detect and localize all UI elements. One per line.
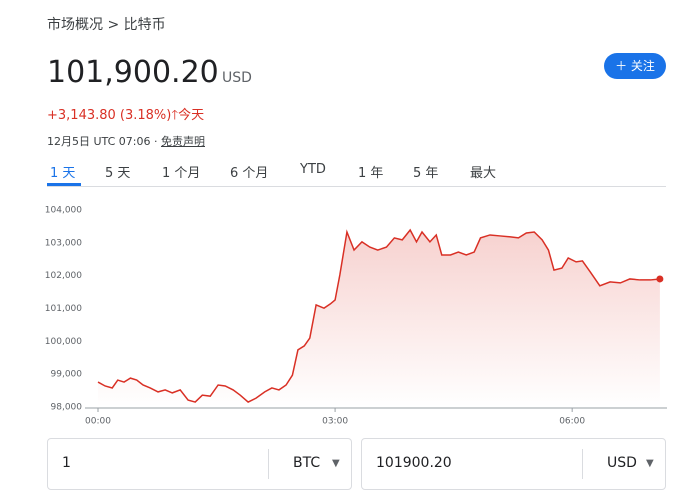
disclaimer[interactable]: 免责声明 <box>161 135 205 148</box>
tab[interactable]: 1 天 <box>50 166 76 181</box>
x-tick-label: 06:00 <box>559 417 585 427</box>
arrow: 🡑 <box>171 108 179 123</box>
result-box[interactable]: 101900.20 USD ▼ <box>361 438 666 490</box>
dropdown[interactable]: ▼ <box>332 458 340 469</box>
breadcrumb[interactable]: 市场概况 > 比特币 <box>47 17 166 33</box>
result[interactable]: 101900.20 <box>376 455 452 471</box>
tab[interactable]: 5 天 <box>105 166 131 181</box>
follow-button[interactable]: ＋ 关注 <box>604 53 666 79</box>
from-unit[interactable]: BTC <box>293 455 321 471</box>
y-tick-label: 98,000 <box>51 403 83 413</box>
y-tick-label: 99,000 <box>51 370 83 380</box>
tab[interactable]: YTD <box>300 162 326 177</box>
tab[interactable]: 6 个月 <box>230 166 269 181</box>
x-tick-label: 00:00 <box>85 417 111 427</box>
timestamp: 12月5日 UTC 07:06 · 免责声明 <box>47 133 205 149</box>
currency: USD <box>222 70 252 86</box>
tab-underline <box>47 183 81 186</box>
y-tick-label: 102,000 <box>45 271 82 281</box>
follow-label: 关注 <box>630 59 655 73</box>
y-tick-label: 101,000 <box>45 304 82 314</box>
price-line <box>97 228 660 403</box>
time: 12月5日 UTC 07:06 · <box>47 135 158 148</box>
y-tick-label: 100,000 <box>45 337 82 347</box>
change: +3,143.80 (3.18%)🡑今天 <box>47 104 204 128</box>
tab[interactable]: 1 个月 <box>162 166 201 181</box>
to-unit[interactable]: USD <box>607 455 637 471</box>
amount-box[interactable]: 1 BTC ▼ <box>47 438 352 490</box>
tab[interactable]: 1 年 <box>358 166 384 181</box>
tab[interactable]: 5 年 <box>413 166 439 181</box>
tab-divider <box>47 186 666 187</box>
dropdown[interactable]: ▼ <box>646 458 654 469</box>
amount[interactable]: 1 <box>62 455 71 471</box>
y-tick-label: 103,000 <box>45 238 82 248</box>
area-fill <box>98 230 660 407</box>
change-text: +3,143.80 (3.18%) <box>47 108 172 123</box>
price: 101,900.20 <box>47 55 219 90</box>
y-tick-label: 104,000 <box>45 206 82 216</box>
chart: 98,000 99,000 100,000 101,000 102,000 103,000… <box>45 206 667 427</box>
divider <box>268 449 269 479</box>
x-tick-label: 03:00 <box>322 417 348 427</box>
divider <box>582 449 583 479</box>
last-point <box>656 275 664 283</box>
tab[interactable]: 最大 <box>470 166 497 181</box>
period: 今天 <box>178 108 205 123</box>
